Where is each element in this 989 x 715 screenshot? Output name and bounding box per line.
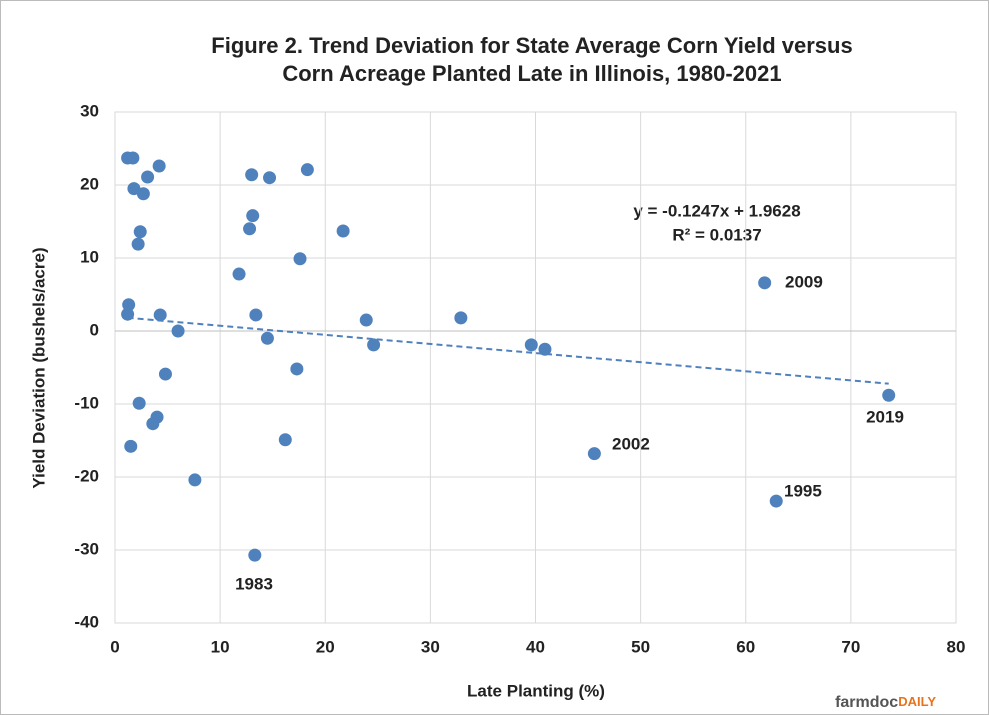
- source-logo-part: farmdoc: [835, 694, 898, 711]
- y-tick-label: 0: [90, 320, 99, 339]
- plot-frame: [114, 111, 957, 624]
- data-point: [882, 388, 896, 402]
- x-tick-label: 50: [631, 637, 650, 656]
- annotation: 2002: [612, 434, 650, 453]
- data-point: [245, 168, 259, 182]
- data-point: [188, 473, 202, 487]
- data-point: [300, 163, 314, 177]
- annotation: 2009: [785, 272, 823, 291]
- data-point: [249, 308, 263, 322]
- data-point: [290, 362, 304, 376]
- y-tick-label: 20: [80, 174, 99, 193]
- y-tick-label: 30: [80, 101, 99, 120]
- data-point: [133, 225, 147, 239]
- data-point: [769, 494, 783, 508]
- data-point: [146, 417, 160, 431]
- data-point: [454, 311, 468, 325]
- x-tick-label: 20: [316, 637, 335, 656]
- data-point: [260, 331, 274, 345]
- data-point: [263, 171, 277, 185]
- y-tick-label: -20: [74, 466, 99, 485]
- y-axis-label: Yield Deviation (bushels/acre): [29, 247, 48, 488]
- data-point: [136, 187, 150, 201]
- x-tick-label: 10: [211, 637, 230, 656]
- annotation: 1995: [784, 481, 822, 500]
- y-tick-label: 10: [80, 247, 99, 266]
- chart-title: Figure 2. Trend Deviation for State Aver…: [211, 33, 852, 58]
- x-tick-label: 30: [421, 637, 440, 656]
- x-tick-label: 60: [736, 637, 755, 656]
- chart-title: Corn Acreage Planted Late in Illinois, 1…: [282, 61, 781, 86]
- data-point: [243, 222, 257, 236]
- data-point: [587, 447, 601, 461]
- source-logo: farmdocDAILY: [835, 694, 936, 711]
- x-tick-label: 0: [110, 637, 119, 656]
- data-point: [248, 548, 262, 562]
- x-tick-label: 70: [841, 637, 860, 656]
- data-point: [124, 439, 138, 453]
- data-point: [336, 224, 350, 238]
- data-point: [278, 433, 292, 447]
- equation: R² = 0.0137: [672, 225, 761, 244]
- annotation: 2019: [866, 407, 904, 426]
- data-point: [359, 313, 373, 327]
- data-point: [122, 298, 136, 312]
- x-tick-label: 80: [947, 637, 966, 656]
- x-tick-label: 40: [526, 637, 545, 656]
- y-tick-label: -40: [74, 612, 99, 631]
- y-tick-label: -30: [74, 539, 99, 558]
- data-point: [158, 367, 172, 381]
- trendline: [127, 316, 889, 385]
- data-point: [538, 342, 552, 356]
- data-point: [152, 159, 166, 173]
- data-point: [132, 396, 146, 410]
- data-point: [171, 324, 185, 338]
- data-point: [524, 338, 538, 352]
- equation: y = -0.1247x + 1.9628: [633, 201, 800, 220]
- data-point: [131, 237, 145, 251]
- data-point: [141, 170, 155, 184]
- annotation: 1983: [235, 574, 273, 593]
- data-point: [246, 209, 260, 223]
- data-point: [232, 267, 246, 281]
- y-tick-label: -10: [74, 393, 99, 412]
- data-point: [126, 151, 140, 165]
- data-point: [367, 338, 381, 352]
- data-point: [758, 276, 772, 290]
- x-axis-label: Late Planting (%): [467, 681, 605, 700]
- data-point: [293, 252, 307, 266]
- data-point: [153, 308, 167, 322]
- data-point: [121, 307, 135, 321]
- source-logo-part: DAILY: [898, 694, 936, 709]
